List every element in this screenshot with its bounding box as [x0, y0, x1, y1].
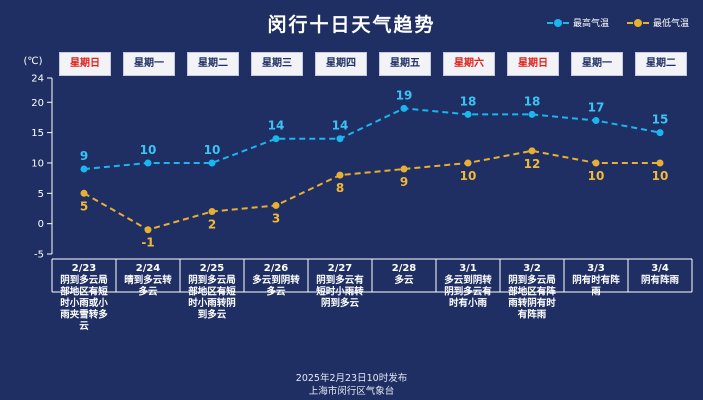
- y-axis-label: (℃): [23, 56, 42, 67]
- date-label: 3/1: [459, 263, 477, 274]
- data-label-high: 17: [588, 100, 605, 114]
- weather-condition: 晴到多云转多云: [124, 274, 172, 298]
- weekday-badge: 星期二: [635, 52, 687, 76]
- date-label: 2/24: [136, 263, 161, 274]
- weather-condition: 多云到阴转阴到多云有时有小雨: [444, 274, 492, 309]
- weekday-badge: 星期五: [379, 52, 431, 76]
- data-point-high: [208, 159, 216, 167]
- date-label: 2/25: [200, 263, 225, 274]
- data-label-high: 19: [396, 88, 413, 102]
- data-label-low: 10: [652, 169, 669, 183]
- weather-condition: 多云: [394, 274, 414, 286]
- weather-condition: 阴有阵雨: [641, 274, 680, 286]
- legend-swatch-high: [546, 18, 569, 28]
- weekday-badge: 星期日: [507, 52, 559, 76]
- data-point-high: [336, 135, 344, 143]
- date-label: 3/2: [523, 263, 541, 274]
- publish-time: 2025年2月23日10时发布: [295, 373, 408, 384]
- weather-condition: 阴到多云有短时小雨转阴到多云: [316, 274, 364, 309]
- series-line-high: [83, 107, 661, 171]
- y-tick-label: -5: [34, 250, 44, 261]
- data-point-high: [80, 165, 88, 173]
- data-label-high: 18: [524, 94, 541, 108]
- data-label-low: 10: [460, 169, 477, 183]
- data-label-low: 2: [208, 218, 216, 232]
- publisher: 上海市闵行区气象台: [308, 386, 395, 397]
- data-point-low: [80, 189, 88, 197]
- data-point-low: [272, 201, 280, 209]
- date-label: 3/3: [587, 263, 605, 274]
- data-point-high: [400, 104, 408, 112]
- data-label-low: 12: [524, 157, 541, 171]
- data-label-high: 14: [332, 119, 349, 133]
- series-line-low: [83, 149, 660, 231]
- weekday-badge: 星期一: [571, 52, 623, 76]
- date-label: 2/28: [392, 263, 417, 274]
- weather-condition: 阴到多云局部地区有短时小雨或小雨夹雪转多云: [60, 274, 108, 332]
- legend-label-low: 最低气温: [652, 19, 689, 29]
- data-point-low: [592, 159, 600, 167]
- data-label-high: 10: [204, 143, 221, 157]
- legend-swatch-low: [626, 18, 649, 28]
- data-point-low: [400, 165, 408, 173]
- weather-condition: 阴到多云局部地区有短时小雨转阴到多云: [188, 274, 236, 321]
- data-point-low: [464, 159, 472, 167]
- data-label-high: 10: [140, 143, 157, 157]
- y-tick-label: 5: [38, 189, 44, 200]
- data-point-low: [336, 171, 344, 179]
- date-label: 2/26: [264, 263, 289, 274]
- legend-item-high: 最高气温: [546, 16, 609, 29]
- y-tick-label: 15: [31, 128, 44, 139]
- data-label-low: 3: [272, 211, 280, 225]
- weather-condition: 阴到多云局部地区有阵雨转阴有时有阵雨: [508, 274, 556, 321]
- chart-legend: 最高气温 最低气温: [546, 16, 689, 29]
- y-tick-label: 24: [31, 74, 44, 85]
- y-tick-label: 20: [31, 98, 44, 109]
- data-point-high: [592, 116, 600, 124]
- date-label: 2/23: [72, 263, 97, 274]
- legend-item-low: 最低气温: [626, 16, 689, 29]
- data-point-high: [144, 159, 152, 167]
- data-point-low: [208, 208, 216, 216]
- data-point-low: [144, 226, 152, 234]
- data-label-low: 10: [588, 169, 605, 183]
- data-point-high: [272, 135, 280, 143]
- y-tick-label: 0: [38, 219, 44, 230]
- weekday-badge: 星期六: [443, 52, 495, 76]
- weekday-badge: 星期三: [251, 52, 303, 76]
- data-label-high: 9: [80, 149, 88, 163]
- weather-condition: 多云到阴转多云: [252, 274, 300, 298]
- data-label-low: 9: [400, 175, 408, 189]
- weekday-badge: 星期二: [187, 52, 239, 76]
- data-point-high: [656, 129, 664, 137]
- data-point-low: [528, 147, 536, 155]
- data-label-high: 18: [460, 94, 477, 108]
- data-label-high: 15: [652, 113, 669, 127]
- weekday-badge: 星期四: [315, 52, 367, 76]
- weekday-badge: 星期一: [123, 52, 175, 76]
- data-point-high: [464, 110, 472, 118]
- weekday-badge: 星期日: [59, 52, 111, 76]
- data-label-high: 14: [268, 119, 285, 133]
- data-label-low: -1: [141, 236, 154, 250]
- legend-label-high: 最高气温: [572, 19, 609, 29]
- data-label-low: 5: [80, 199, 88, 213]
- data-label-low: 8: [336, 181, 344, 195]
- y-tick-label: 10: [31, 158, 44, 169]
- date-label: 3/4: [651, 263, 669, 274]
- data-point-high: [528, 110, 536, 118]
- chart-title: 闵行十日天气趋势: [267, 14, 436, 36]
- weather-condition: 阴有时有阵雨: [572, 274, 620, 298]
- data-point-low: [656, 159, 664, 167]
- date-label: 2/27: [328, 263, 353, 274]
